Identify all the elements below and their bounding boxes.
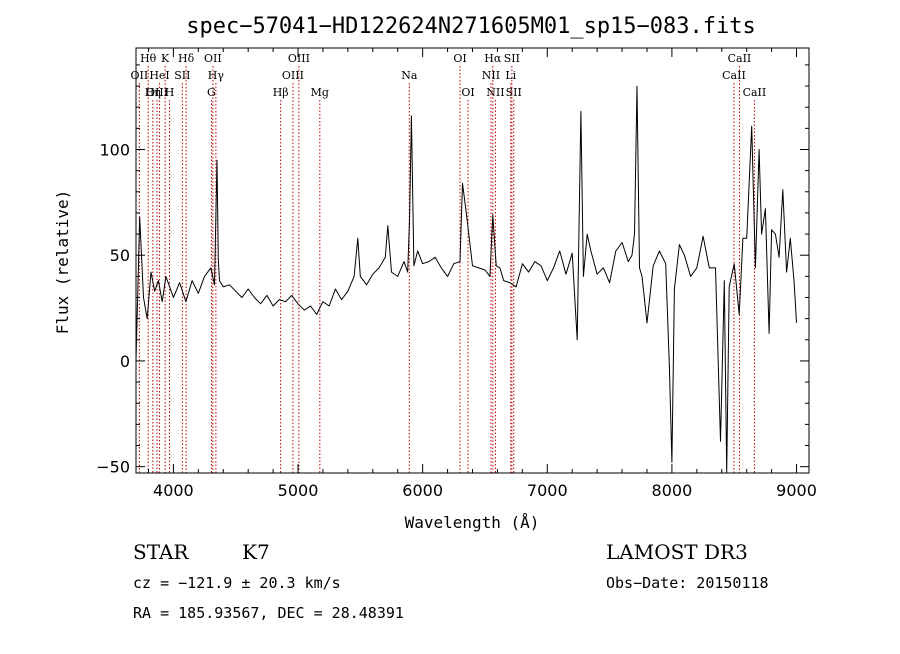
emission-line-label: OII xyxy=(204,52,222,65)
emission-line-label: HeI xyxy=(149,69,169,82)
y-tick-label: 0 xyxy=(120,352,130,371)
x-axis-label: Wavelength (Å) xyxy=(405,513,540,532)
y-tick-label: −50 xyxy=(96,458,130,477)
emission-line-label: Hδ xyxy=(178,52,195,65)
emission-line-label: CaII xyxy=(743,86,767,99)
x-tick-label: 8000 xyxy=(652,481,693,500)
emission-line-label: CaII xyxy=(728,52,752,65)
emission-line-label: Hθ xyxy=(140,52,157,65)
emission-line-label: Li xyxy=(505,69,516,82)
emission-line-label: OIII xyxy=(282,69,304,82)
emission-line-label: H xyxy=(165,86,175,99)
survey-name: LAMOST DR3 xyxy=(606,540,748,564)
emission-line-label: Hα xyxy=(484,52,502,65)
x-tick-label: 9000 xyxy=(776,481,817,500)
object-class: STAR xyxy=(133,540,189,564)
x-tick-label: 6000 xyxy=(402,481,443,500)
x-tick-label: 5000 xyxy=(278,481,319,500)
emission-line-label: OIII xyxy=(288,52,310,65)
y-tick-label: 100 xyxy=(99,140,130,159)
emission-line-label: G xyxy=(207,86,216,99)
coordinates: RA = 185.93567, DEC = 28.48391 xyxy=(133,604,404,622)
emission-line-label: CaII xyxy=(722,69,746,82)
emission-line-label: Mg xyxy=(311,86,329,99)
emission-line-label: SII xyxy=(506,86,522,99)
emission-line-label: NII xyxy=(486,86,504,99)
emission-line-label: K xyxy=(161,52,170,65)
x-tick-label: 7000 xyxy=(527,481,568,500)
emission-line-label: Hγ xyxy=(208,69,225,82)
emission-line-label: NII xyxy=(482,69,500,82)
emission-line-label: OI xyxy=(453,52,466,65)
emission-line-label: SII xyxy=(504,52,520,65)
emission-line-label: Hβ xyxy=(273,86,289,99)
spectrum-line xyxy=(135,85,797,474)
emission-line-label: Na xyxy=(401,69,418,82)
obs-date: Obs−Date: 20150118 xyxy=(606,574,769,592)
redshift-readout: cz = −121.9 ± 20.3 km/s xyxy=(133,574,341,592)
emission-line-label: OII xyxy=(131,69,149,82)
chart-title: spec−57041−HD122624N271605M01_sp15−083.f… xyxy=(186,14,756,39)
emission-line-markers xyxy=(138,66,755,473)
emission-line-label: Hη xyxy=(145,86,161,99)
x-tick-label: 4000 xyxy=(153,481,194,500)
y-tick-label: 50 xyxy=(110,246,130,265)
axis-ticks: 4000 5000 6000 7000 8000 9000 −50 0 50 100 xyxy=(96,48,817,500)
emission-line-labels: Hθ OII OIII HeI Hη K H SII Hδ OII Hγ G Hβ OIII OIII Mg N… xyxy=(131,52,767,99)
emission-line-label: OI xyxy=(461,86,474,99)
emission-line-label: SII xyxy=(174,69,190,82)
emission-line-label: OIII xyxy=(146,86,168,99)
y-axis-label: Flux (relative) xyxy=(53,190,72,335)
object-subclass: K7 xyxy=(242,540,270,564)
